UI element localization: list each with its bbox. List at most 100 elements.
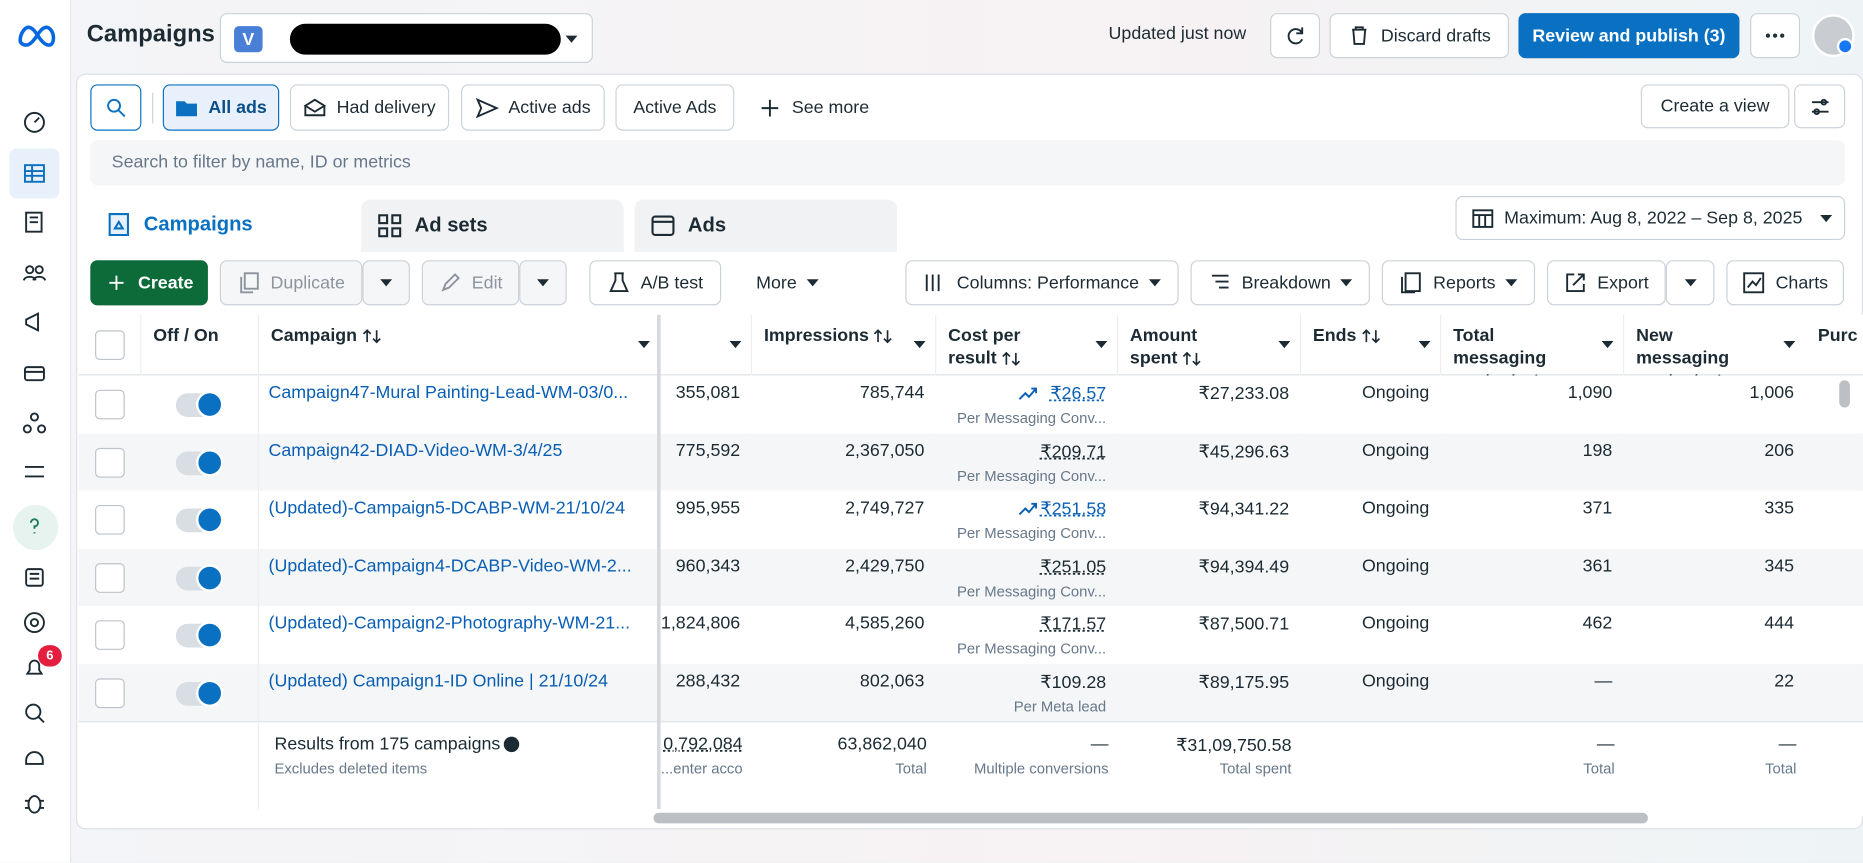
create-view-button[interactable]: Create a view [1640,84,1790,129]
toolbar-button[interactable]: Columns: Performance [905,260,1179,306]
nav-icon[interactable] [23,791,47,815]
search-input[interactable]: Search to filter by name, ID or metrics [90,140,1846,186]
date-range-picker[interactable]: Maximum: Aug 8, 2022 – Sep 8, 2025 [1455,196,1846,241]
nav-icon[interactable] [23,746,47,770]
column-header[interactable]: Campaign [271,324,625,372]
publish-label: Review and publish (3) [1532,25,1726,46]
column-header[interactable]: Purc [1818,324,1858,372]
row-checkbox[interactable] [95,504,125,535]
row-checkbox[interactable] [95,447,125,478]
toolbar-button[interactable]: Duplicate [219,260,363,306]
nav-icon[interactable] [23,110,47,134]
column-header[interactable]: Off / On [153,325,219,346]
nav-icon[interactable] [22,260,47,284]
column-header[interactable]: Cost per result [948,325,1021,369]
toolbar-button[interactable]: Charts [1726,260,1844,306]
column-header[interactable]: Amount spent [1130,324,1265,372]
cell-reach: 995,955 [675,497,741,519]
filter-label: Active Ads [633,97,717,118]
info-icon[interactable] [503,736,520,753]
sort-icon[interactable] [1177,348,1201,368]
discard-label: Discard drafts [1380,25,1491,46]
nav-icon[interactable] [23,701,47,725]
nav-icon[interactable] [23,210,47,234]
row-checkbox[interactable] [95,389,125,420]
filter-chip[interactable]: See more [749,84,880,130]
row-checkbox[interactable] [95,562,125,593]
nav-icon[interactable] [23,460,47,484]
review-publish-button[interactable]: Review and publish (3) [1518,13,1740,59]
refresh-button[interactable] [1270,13,1321,59]
footer-reach: 0,792,084 [663,734,743,755]
discard-drafts-button[interactable]: Discard drafts [1329,13,1509,59]
toolbar-dropdown[interactable] [519,260,567,306]
account-selector[interactable]: V [219,13,593,63]
vertical-scrollbar[interactable] [1839,380,1850,408]
campaign-link[interactable]: (Updated) Campaign1-ID Online | 21/10/24 [268,670,609,691]
toolbar-button[interactable]: More [737,260,838,305]
sort-icon[interactable] [1356,326,1380,346]
nav-icon[interactable] [23,310,47,334]
caret-icon [913,340,926,349]
toolbar-dropdown[interactable] [1665,260,1715,306]
nav-icon[interactable] [23,656,47,680]
toolbar-button[interactable]: A/B test [589,260,722,306]
profile-avatar[interactable] [1811,14,1855,58]
footer-cost: — [1090,734,1109,755]
campaign-link[interactable]: (Updated)-Campaign4-DCABP-Video-WM-2... [268,555,632,576]
column-header[interactable]: Total messaging contacts [1453,324,1588,391]
table-footer [78,721,1863,817]
sort-icon[interactable] [997,348,1021,368]
nav-icon[interactable] [23,611,47,635]
toolbar-button[interactable]: Export [1546,260,1666,306]
cell-amount: ₹45,296.63 [1198,441,1290,462]
cell-impressions: 4,585,260 [845,613,925,634]
level-tab[interactable]: Ads [634,199,898,252]
level-tab[interactable]: Campaigns [90,196,352,252]
toolbar-button[interactable]: Edit [421,260,520,306]
campaign-link[interactable]: Campaign47-Mural Painting-Lead-WM-03/0..… [268,382,629,403]
cell-impressions: 2,749,727 [845,497,925,519]
search-button[interactable] [90,84,142,131]
toolbar-button[interactable]: Create [90,260,208,306]
account-name-redacted [289,23,561,55]
toolbar-dropdown[interactable] [362,260,410,306]
nav-active-bg [9,148,60,199]
nav-icon[interactable] [23,162,47,186]
row-checkbox[interactable] [95,620,125,650]
horizontal-scrollbar[interactable] [653,812,1648,824]
cell-cost: ₹26.57 [1050,383,1107,404]
campaign-link[interactable]: Campaign42-DIAD-Video-WM-3/4/25 [268,440,563,461]
view-settings-button[interactable] [1794,84,1846,129]
sort-icon[interactable] [869,326,893,346]
cost-basis: Per Messaging Conv... [957,640,1107,658]
filter-chip[interactable]: Active ads [460,84,605,131]
toolbar-button[interactable]: Breakdown [1190,260,1370,306]
filter-chip[interactable]: Active Ads [615,84,735,131]
filter-chip[interactable]: All ads [162,84,280,131]
footer-total-messaging-note: Total [1583,760,1615,778]
campaign-link[interactable]: (Updated)-Campaign5-DCABP-WM-21/10/24 [268,497,626,519]
select-all-checkbox[interactable] [95,330,125,361]
toolbar-label: Charts [1775,272,1829,293]
sort-icon[interactable] [357,326,381,346]
nav-icon[interactable] [23,361,47,385]
toolbar-label: More [756,272,797,293]
toolbar-button[interactable]: Reports [1381,260,1536,306]
level-tab[interactable]: Ad sets [361,199,624,252]
nav-icon[interactable] [23,566,47,590]
column-header[interactable]: New messaging contacts [1636,324,1770,391]
cell-ends: Ongoing [1361,670,1430,691]
nav-icon[interactable] [23,514,47,538]
more-menu-button[interactable] [1750,13,1801,59]
cell-ends: Ongoing [1361,382,1430,403]
column-header[interactable]: Ends [1313,324,1406,372]
filter-chip[interactable]: Had delivery [289,84,450,131]
cell-total-messaging: 371 [1582,497,1613,519]
table-row [78,433,1863,491]
toggle-knob [196,506,224,534]
row-checkbox[interactable] [95,677,125,708]
nav-icon[interactable] [22,411,47,435]
campaign-link[interactable]: (Updated)-Campaign2-Photography-WM-21... [268,613,631,634]
column-header[interactable]: Impressions [764,324,901,372]
